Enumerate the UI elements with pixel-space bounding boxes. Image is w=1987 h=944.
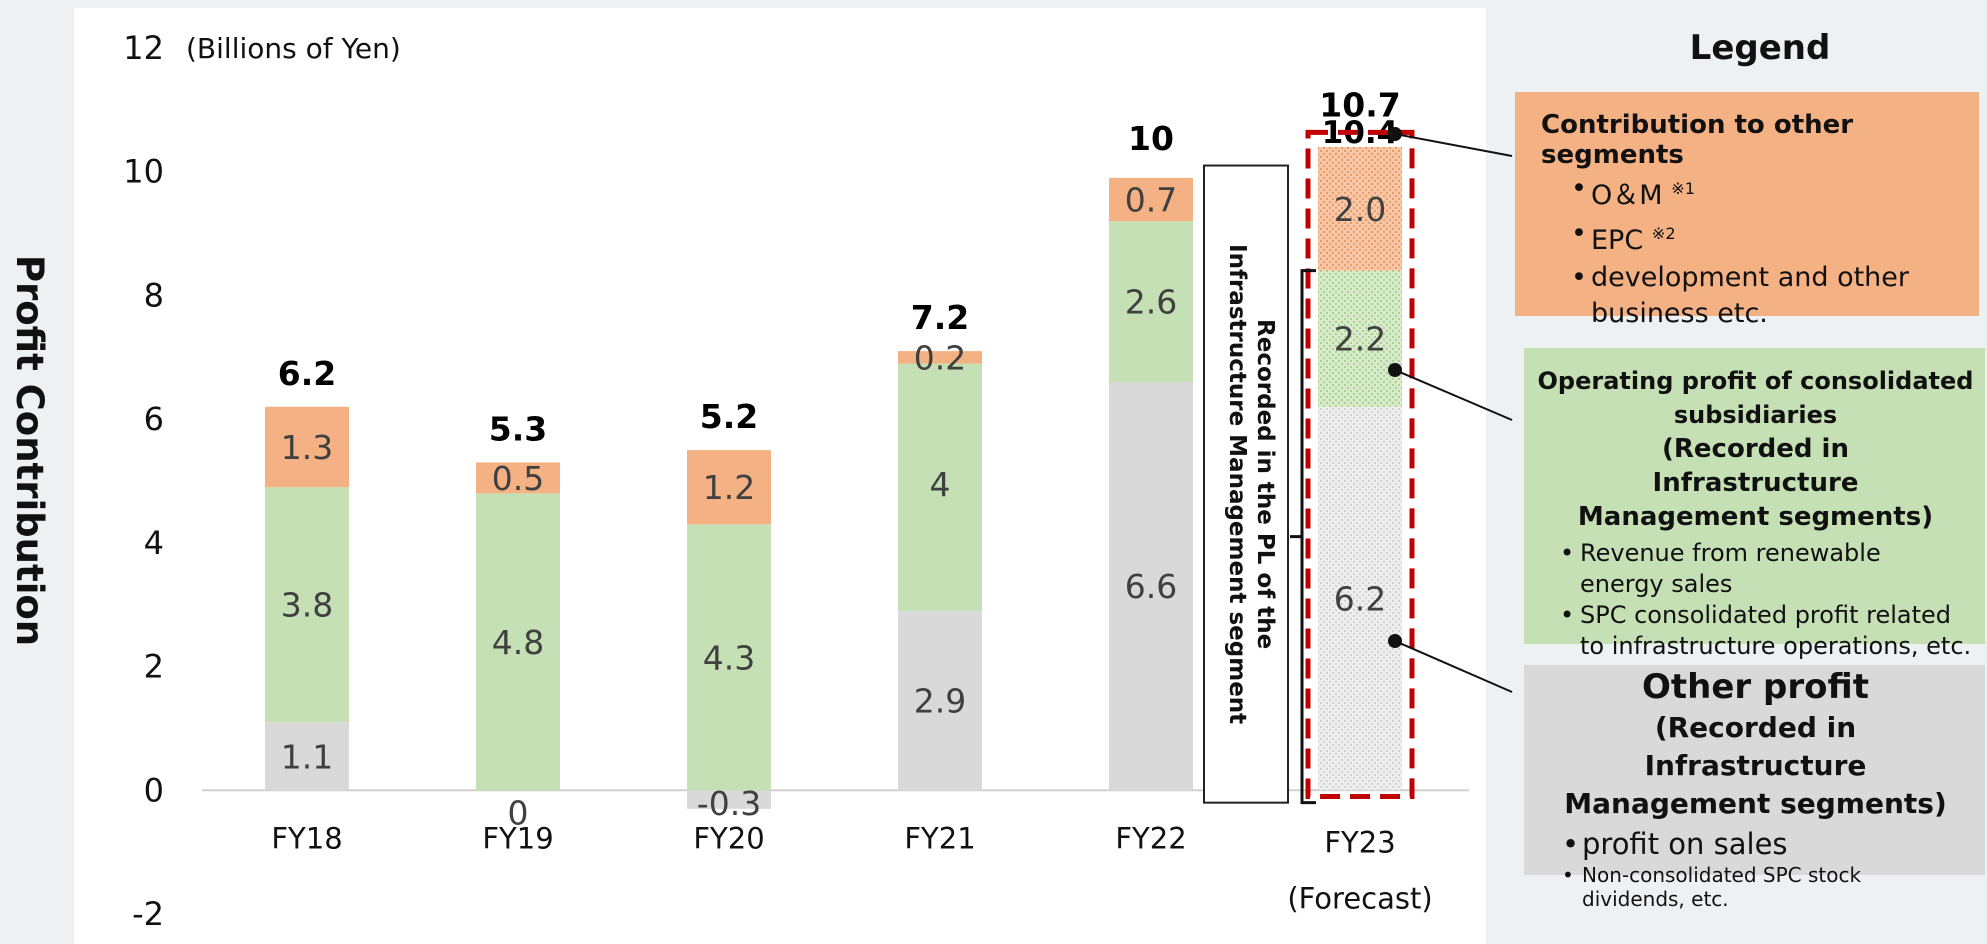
bar-value-label-other: 0 — [508, 793, 529, 832]
bar-segment-other — [1318, 406, 1402, 791]
bar-total-label: 5.3 — [489, 409, 547, 448]
y-tick-label: 10 — [123, 153, 164, 191]
chart-panel: -2 0 2 4 6 8 10 12 (Billions of Yen) 1.1 3.8 1.3 6.… — [74, 8, 1486, 944]
bar-segment-contribution — [898, 351, 982, 364]
y-tick-label: 6 — [144, 400, 164, 438]
y-tick-label: 0 — [144, 771, 164, 809]
bar-total-label: 10.7 — [1319, 85, 1400, 124]
x-tick-label: FY19 — [482, 821, 553, 855]
bar-segment-subsidiaries — [687, 524, 771, 791]
bar-value-label-contribution: 2.0 — [1334, 190, 1386, 229]
bar-value-label-subsidiaries: 4.3 — [703, 638, 755, 677]
bar-segment-other — [687, 790, 771, 809]
bar-value-label-other: -0.3 — [697, 784, 761, 823]
bar-segment-contribution — [1318, 146, 1402, 271]
bar-value-label-contribution: 0.5 — [492, 459, 544, 498]
bar-value-label-other: 2.9 — [914, 682, 966, 721]
bar-segment-contribution — [265, 406, 349, 488]
bar-segment-subsidiaries — [898, 363, 982, 611]
y-tick-label: -2 — [132, 895, 164, 933]
legend-item-profit-on-sales: profit on sales — [1556, 825, 1977, 863]
legend-item-epc: EPC ※2 — [1565, 215, 1979, 260]
x-tick-label: FY20 — [693, 821, 764, 855]
legend-subsidiaries-box: Operating profit of consolidated subsidi… — [1524, 348, 1985, 660]
bar-total-label: 6.2 — [278, 354, 336, 393]
bar-value-label-other: 6.6 — [1125, 567, 1177, 606]
legend-contribution-box: Contribution to other segments O＆M ※1 EP… — [1515, 92, 1979, 329]
legend-other-title: Other profit — [1642, 667, 1869, 707]
bar-segment-subsidiaries — [476, 493, 560, 791]
connector-line-subsidiaries — [1394, 369, 1513, 421]
y-tick-label: 12 — [123, 29, 164, 67]
units-note: (Billions of Yen) — [186, 32, 401, 65]
bar-value-label-subsidiaries: 2.6 — [1125, 283, 1177, 322]
x-tick-label: FY22 — [1115, 821, 1186, 855]
legend-other-box: Other profit (Recorded in Infrastructure… — [1524, 665, 1985, 911]
legend-heading: Legend — [1689, 28, 1831, 68]
legend-subsidiaries-title: Operating profit of consolidated subsidi… — [1537, 367, 1974, 429]
annotation-box — [1203, 164, 1289, 804]
bar-segment-subsidiaries — [1318, 270, 1402, 407]
bar-segment-subsidiaries — [265, 487, 349, 723]
annotation-text-line1: Recorded in the PL of the — [1252, 319, 1278, 649]
bracket — [1290, 269, 1316, 805]
bar-segment-contribution — [476, 462, 560, 494]
bar-value-label-contribution: 1.2 — [703, 468, 755, 507]
legend-subsidiaries-subtitle: (Recorded in Infrastructure Management s… — [1577, 434, 1934, 532]
bar-segment-contribution — [687, 450, 771, 525]
legend-item-dividends: Non-consolidated SPC stock dividends, et… — [1556, 863, 1977, 911]
bar-segment-subsidiaries — [1109, 221, 1193, 383]
bar-segment-other — [1109, 382, 1193, 791]
bar-total-label: 10 — [1128, 119, 1174, 158]
x-tick-label: FY21 — [904, 821, 975, 855]
x-tick-label: FY18 — [271, 821, 342, 855]
legend-item-development: development and other business etc. — [1565, 260, 1979, 332]
bar-value-label-subsidiaries: 4.8 — [492, 623, 544, 662]
bar-value-label-subsidiaries: 4 — [930, 465, 951, 504]
bar-segment-other — [898, 610, 982, 791]
bar-value-label-contribution: 0.2 — [914, 338, 966, 377]
forecast-highlight-box — [1305, 129, 1415, 799]
stacked-bar-chart: -2 0 2 4 6 8 10 12 (Billions of Yen) 1.1 3.8 1.3 6.… — [123, 29, 1469, 933]
x-tick-label: FY23 — [1324, 825, 1395, 859]
annotation-text-line2: Infrastructure Management segment — [1224, 244, 1250, 724]
connector-line-contribution — [1394, 133, 1513, 157]
y-tick-label: 2 — [144, 648, 164, 686]
bar-value-label-contribution: 0.7 — [1125, 181, 1177, 220]
legend-item-spc-profit: SPC consolidated profit related to infra… — [1554, 600, 1977, 662]
y-tick-label: 4 — [144, 524, 164, 562]
legend-item-om: O＆M ※1 — [1565, 170, 1979, 215]
bar-value-label-other: 6.2 — [1334, 580, 1386, 619]
bar-value-label-subsidiaries: 3.8 — [281, 586, 333, 625]
legend-item-renewable: Revenue from renewable energy sales — [1554, 538, 1977, 600]
bar-value-label-contribution: 1.3 — [281, 428, 333, 467]
bar-value-label-other: 1.1 — [281, 737, 333, 776]
legend-contribution-title: Contribution to other segments — [1541, 110, 1854, 170]
connector-line-other — [1394, 640, 1513, 693]
bar-total-label: 7.2 — [911, 298, 969, 337]
bar-value-label-subsidiaries: 2.2 — [1334, 320, 1386, 359]
x-tick-sublabel: (Forecast) — [1287, 881, 1432, 915]
bar-segment-other — [265, 722, 349, 791]
bar-total-label: 5.2 — [700, 397, 758, 436]
y-tick-label: 8 — [144, 276, 164, 314]
bar-segment-contribution — [1109, 177, 1193, 222]
legend-other-subtitle: (Recorded in Infrastructure Management s… — [1564, 711, 1947, 820]
